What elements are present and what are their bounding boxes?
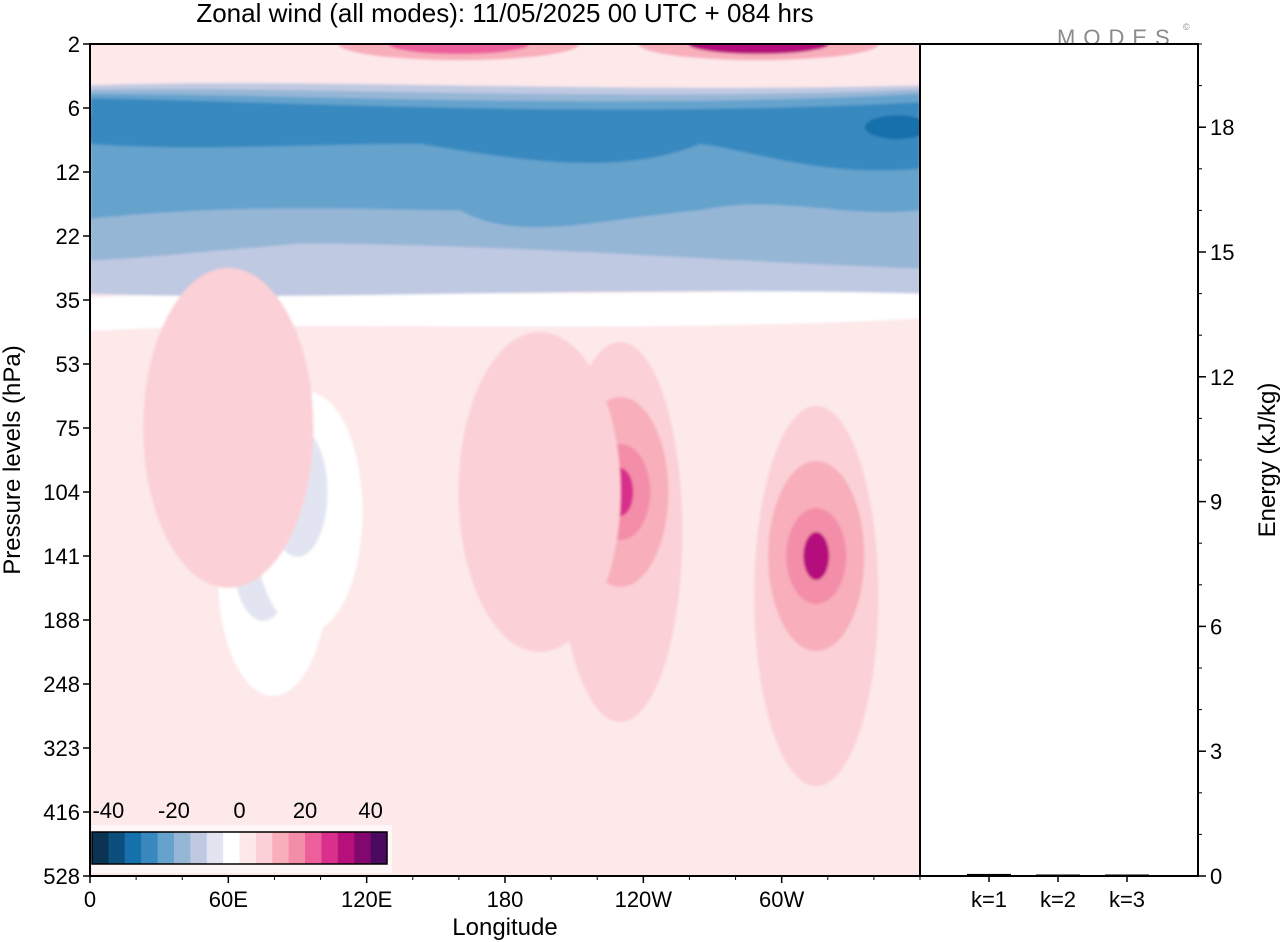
logo-mark: © xyxy=(1183,22,1190,32)
colorbar-tick-label: 0 xyxy=(233,798,245,823)
chart-title: Zonal wind (all modes): 11/05/2025 00 UT… xyxy=(196,0,813,28)
x-tick-label: 60W xyxy=(759,887,804,912)
colorbar-swatch xyxy=(239,832,257,864)
y-tick-label: 6 xyxy=(68,96,80,121)
colorbar-frame xyxy=(91,831,388,865)
energy-categories: k=1 k=2 k=3 xyxy=(971,876,1145,912)
x-tick-label: 120E xyxy=(341,887,392,912)
easterly-core-blob xyxy=(90,115,122,140)
colorbar-swatch xyxy=(141,832,159,864)
energy-bar xyxy=(1036,874,1080,876)
x-axis-label: Longitude xyxy=(452,914,557,941)
y-tick-label: 416 xyxy=(43,800,80,825)
x-tick-label: 180 xyxy=(487,887,524,912)
energy-axis: 0 3 6 9 12 15 18 xyxy=(1198,43,1234,889)
energy-bar xyxy=(967,873,1011,876)
y-tick-label: 35 xyxy=(56,288,80,313)
energy-bar xyxy=(1105,874,1149,876)
x-tick-label: 120W xyxy=(615,887,673,912)
energy-tick-label: 9 xyxy=(1210,490,1222,515)
energy-tick-label: 0 xyxy=(1210,864,1222,889)
colorbar-swatch xyxy=(255,832,273,864)
y-tick-label: 528 xyxy=(43,864,80,889)
colorbar-tick-label: -20 xyxy=(158,798,190,823)
energy-tick-label: 6 xyxy=(1210,614,1222,639)
westerly-cell xyxy=(143,268,314,588)
y-tick-label: 188 xyxy=(43,608,80,633)
colorbar-swatch xyxy=(92,832,109,864)
colorbar-swatch xyxy=(272,832,290,864)
colorbar-tick-label: 20 xyxy=(293,798,317,823)
y-tick-label: 104 xyxy=(43,480,80,505)
colorbar-swatch xyxy=(223,832,240,864)
energy-axis-label: Energy (kJ/kg) xyxy=(1254,383,1280,538)
longitude-axis: 0 60E 120E 180 120W 60W xyxy=(84,876,921,912)
colorbar-tick-label: -40 xyxy=(92,798,124,823)
y-tick-label: 75 xyxy=(56,416,80,441)
colorbar-swatch xyxy=(321,832,339,864)
colorbar-swatch xyxy=(124,832,142,864)
westerly-cell xyxy=(458,332,621,652)
colorbar-swatch xyxy=(370,832,388,864)
wind-heatmap xyxy=(90,44,920,876)
y-tick-label: 2 xyxy=(68,32,80,57)
westerly-jet-core xyxy=(803,532,830,580)
y-tick-label: 248 xyxy=(43,672,80,697)
colorbar-swatch xyxy=(157,832,175,864)
y-tick-label: 12 xyxy=(56,160,80,185)
colorbar-swatch xyxy=(173,832,191,864)
energy-category-label: k=3 xyxy=(1109,887,1145,912)
energy-tick-label: 18 xyxy=(1210,115,1234,140)
y-tick-label: 22 xyxy=(56,224,80,249)
energy-tick-label: 12 xyxy=(1210,365,1234,390)
colorbar-swatch xyxy=(108,832,126,864)
colorbar-swatch xyxy=(288,832,306,864)
easterly-core-blob xyxy=(519,115,584,140)
y-tick-label: 53 xyxy=(56,352,80,377)
colorbar-swatch xyxy=(337,832,355,864)
energy-category-label: k=2 xyxy=(1040,887,1076,912)
energy-panel-frame xyxy=(919,43,1199,877)
colorbar-swatch xyxy=(305,832,322,864)
colorbar: -40 -20 0 20 40 xyxy=(91,798,392,873)
energy-tick-label: 3 xyxy=(1210,739,1222,764)
x-tick-label: 60E xyxy=(209,887,248,912)
near-zero-easterly-band xyxy=(90,285,920,332)
easterly-core-blob xyxy=(749,115,814,140)
westerly-top-core xyxy=(688,44,829,54)
colorbar-tick-label: 40 xyxy=(358,798,382,823)
colorbar-swatch xyxy=(354,832,372,864)
y-tick-label: 323 xyxy=(43,736,80,761)
energy-tick-label: 15 xyxy=(1210,240,1234,265)
energy-bars xyxy=(967,873,1149,876)
y-tick-label: 141 xyxy=(43,544,80,569)
colorbar-swatch xyxy=(190,832,208,864)
easterly-core-blob xyxy=(864,115,920,140)
colorbar-swatch xyxy=(206,832,224,864)
easterly-jet-core xyxy=(90,98,920,171)
westerly-top-core xyxy=(388,44,529,54)
pressure-axis: 2 6 12 22 35 53 75 104 141 188 248 323 416 528 xyxy=(43,32,90,889)
energy-category-label: k=1 xyxy=(971,887,1007,912)
x-tick-label: 0 xyxy=(84,887,96,912)
easterly-core-blob xyxy=(334,115,399,140)
y-axis-label: Pressure levels (hPa) xyxy=(0,345,26,574)
